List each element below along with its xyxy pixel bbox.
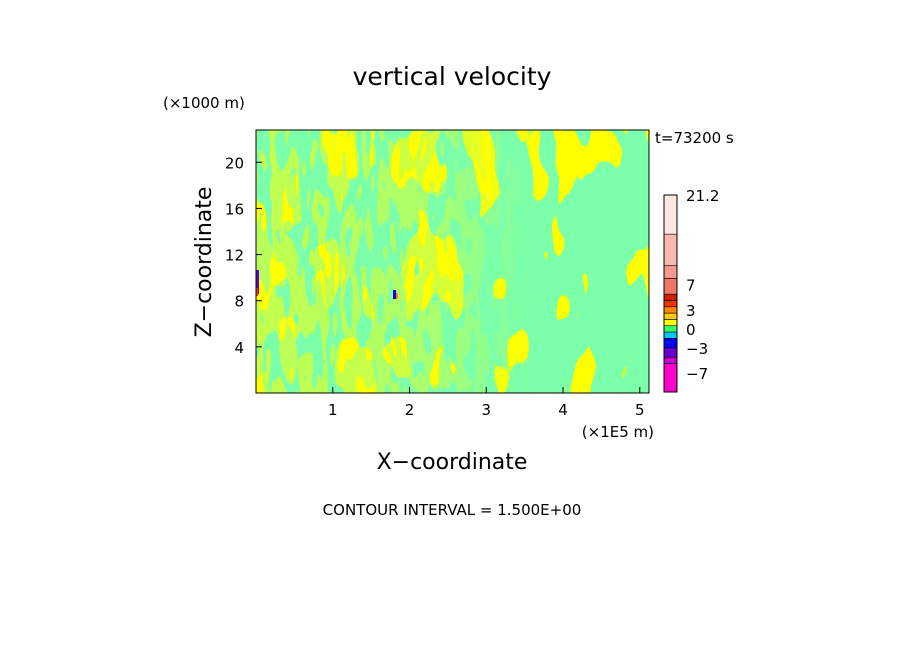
colorbar-level [663,233,678,267]
y-tick-label: 12 [225,247,244,265]
colorbar-label: 21.2 [686,187,719,205]
colorbar-label: −3 [686,340,708,358]
colorbar-label: 3 [686,302,696,320]
colorbar-frame [663,194,678,393]
colorbar-level [663,194,678,235]
colorbar-level [663,306,678,314]
colorbar-level [663,338,678,349]
x-axis: 1 2 3 4 5 [328,387,645,419]
center-anomaly [393,290,396,299]
colorbar-label: 7 [686,277,696,295]
x-axis-label: X−coordinate [377,450,528,475]
plot-frame [255,129,650,394]
colorbar-level [663,300,678,308]
left-edge-anomaly [256,288,258,296]
contour-interval-note: CONTOUR INTERVAL = 1.500E+00 [323,501,582,519]
y-tick-label: 20 [225,154,244,172]
colorbar-level [663,293,678,301]
x-tick-label: 5 [635,401,645,419]
y-axis: 4 8 12 16 20 [225,154,262,357]
x-tick-label: 1 [328,401,338,419]
x-tick-label: 3 [482,401,492,419]
x-tick-label: 2 [405,401,415,419]
colorbar-label: 0 [686,321,696,339]
colorbar: 21.2 7 30−3 −7 [663,187,719,393]
colorbar-level [663,319,678,327]
y-tick-label: 8 [234,293,244,311]
colorbar-level [663,265,678,279]
colorbar-label: −7 [686,365,708,383]
colorbar-level [663,331,678,339]
y-unit-label: (×1000 m) [163,94,245,112]
colorbar-level [663,312,678,320]
center-anomaly [396,293,398,299]
x-unit-label: (×1E5 m) [582,423,654,441]
colorbar-level [663,278,678,295]
chart-title: vertical velocity [353,62,552,91]
y-axis-label: Z−coordinate [192,187,217,338]
y-tick-label: 16 [225,200,244,218]
colorbar-level [663,363,678,393]
y-tick-label: 4 [234,339,244,357]
x-tick-label: 4 [558,401,568,419]
colorbar-level [663,347,678,358]
colorbar-level [663,325,678,333]
colorbar-level [663,356,678,364]
time-label: t=73200 s [655,129,734,147]
heatmap-field [256,130,649,393]
left-edge-anomaly [256,270,259,294]
